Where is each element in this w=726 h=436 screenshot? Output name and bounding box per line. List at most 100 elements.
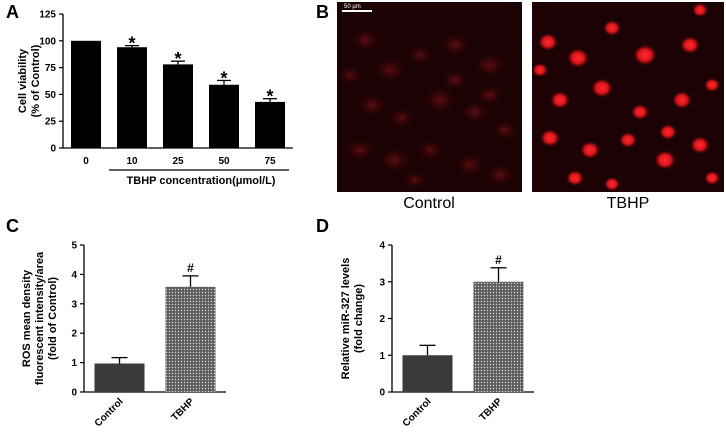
significance-mark: * bbox=[220, 68, 227, 88]
x-tick-label: TBHP bbox=[170, 396, 197, 423]
x-tick-label: 75 bbox=[264, 156, 276, 167]
chart-ros-density: 0 1 2 3 4 5 Control # TBHP ROS mean density fluore… bbox=[21, 241, 226, 429]
y-axis-label: ROS mean density bbox=[21, 269, 33, 367]
bar bbox=[473, 281, 524, 392]
panel-label-a: A bbox=[6, 2, 19, 22]
bar bbox=[165, 286, 216, 392]
cell bbox=[407, 45, 433, 65]
cell bbox=[704, 170, 720, 186]
cell bbox=[540, 129, 560, 147]
y-tick-label: 125 bbox=[39, 10, 56, 21]
y-tick-label: 75 bbox=[45, 63, 57, 74]
y-tick-label: 5 bbox=[71, 241, 77, 252]
y-tick-label: 0 bbox=[50, 144, 56, 155]
y-axis-label: Relative miR-327 levels bbox=[340, 258, 352, 380]
micrograph-caption-control: Control bbox=[403, 195, 455, 212]
chart-cell-viability: 0 25 50 75 100 125 0 * 10 * 25 * 50 * 75 Cell viability… bbox=[17, 10, 293, 187]
bar bbox=[94, 363, 145, 392]
x-tick-label: 10 bbox=[126, 156, 138, 167]
y-tick-label: 100 bbox=[39, 36, 56, 47]
cell bbox=[654, 150, 676, 170]
bar bbox=[117, 47, 147, 149]
cell bbox=[417, 140, 443, 160]
cell bbox=[692, 2, 708, 18]
x-tick-label: TBHP bbox=[478, 396, 505, 423]
micrograph-control: 50 μm bbox=[337, 2, 522, 192]
y-tick-label: 1 bbox=[379, 351, 385, 362]
significance-mark: # bbox=[187, 261, 194, 275]
cell bbox=[441, 34, 469, 56]
cell bbox=[532, 62, 548, 78]
y-tick-label: 3 bbox=[71, 299, 77, 310]
y-axis-label: (fold change) bbox=[353, 284, 365, 353]
cell bbox=[580, 141, 600, 159]
x-tick-label: 25 bbox=[172, 156, 184, 167]
bar bbox=[402, 355, 453, 392]
y-tick-label: 50 bbox=[45, 90, 57, 101]
cell bbox=[389, 108, 415, 128]
panel-label-d: D bbox=[316, 216, 329, 236]
y-tick-label: 4 bbox=[71, 270, 77, 281]
cell bbox=[659, 123, 677, 141]
significance-mark: # bbox=[495, 253, 502, 267]
cell bbox=[619, 131, 637, 149]
cell bbox=[492, 120, 518, 140]
cell bbox=[351, 29, 379, 51]
cell bbox=[633, 44, 657, 66]
y-tick-label: 3 bbox=[379, 277, 385, 288]
y-tick-label: 1 bbox=[71, 358, 77, 369]
y-tick-label: 0 bbox=[71, 388, 77, 399]
bar bbox=[255, 101, 285, 148]
cell bbox=[567, 48, 589, 68]
y-axis-label: (% of Control) bbox=[30, 44, 42, 117]
cell bbox=[456, 154, 484, 176]
x-tick-label: 0 bbox=[83, 156, 89, 167]
cell bbox=[550, 91, 570, 109]
cell bbox=[442, 70, 468, 90]
y-tick-label: 2 bbox=[379, 314, 385, 325]
y-tick-label: 25 bbox=[45, 117, 57, 128]
scale-bar bbox=[342, 10, 372, 12]
y-tick-label: 2 bbox=[71, 329, 77, 340]
chart-mir327-levels: 0 1 2 3 4 Control # TBHP Relative miR-327 levels… bbox=[340, 241, 534, 429]
cell bbox=[591, 78, 613, 98]
cell bbox=[346, 139, 374, 161]
cell bbox=[631, 103, 649, 121]
significance-mark: * bbox=[174, 49, 181, 69]
y-axis-label: Cell viability bbox=[17, 48, 29, 113]
cell bbox=[486, 164, 514, 186]
x-tick-label: 50 bbox=[218, 156, 230, 167]
cell bbox=[358, 94, 386, 116]
x-tick-label: Control bbox=[93, 396, 126, 429]
cell bbox=[374, 57, 406, 83]
scale-bar-label: 50 μm bbox=[344, 4, 361, 10]
cell bbox=[379, 147, 411, 173]
cell bbox=[338, 66, 362, 84]
y-tick-label: 0 bbox=[379, 388, 385, 399]
x-axis-label: TBHP concentration(μmol/L) bbox=[127, 175, 276, 187]
cell bbox=[538, 33, 558, 51]
bar bbox=[71, 40, 101, 148]
cell bbox=[423, 86, 457, 114]
bar bbox=[163, 64, 193, 148]
panel-label-c: C bbox=[6, 216, 19, 236]
cell bbox=[680, 36, 700, 54]
y-axis-label: (fold of Control) bbox=[47, 277, 59, 360]
cell bbox=[474, 52, 506, 78]
panel-label-b: B bbox=[316, 2, 329, 22]
cell bbox=[704, 77, 720, 93]
cell bbox=[461, 101, 489, 123]
cell bbox=[603, 19, 621, 37]
y-axis-label: fluorescent intensity/area bbox=[34, 251, 46, 385]
significance-mark: * bbox=[128, 34, 135, 54]
cell bbox=[690, 136, 710, 154]
cell bbox=[672, 91, 692, 109]
cell bbox=[477, 85, 503, 105]
bar bbox=[209, 84, 239, 148]
cell bbox=[566, 169, 584, 187]
micrograph-caption-tbhp: TBHP bbox=[607, 195, 650, 212]
x-tick-label: Control bbox=[401, 396, 434, 429]
micrograph-tbhp bbox=[532, 2, 724, 192]
significance-mark: * bbox=[266, 87, 273, 107]
